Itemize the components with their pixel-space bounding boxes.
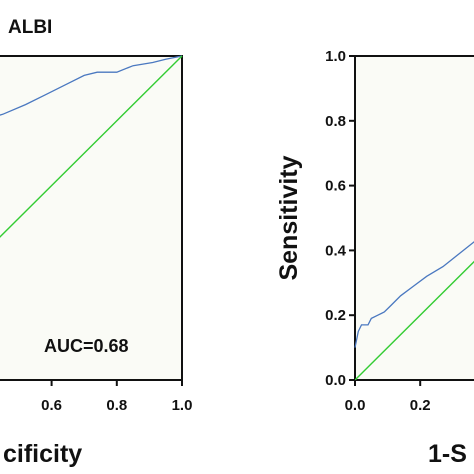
y-tick-label: 0.0 (325, 372, 346, 389)
x-tick-label: 1.0 (172, 397, 193, 414)
roc-panel-albi: ALBI AUC=0.68 0.6 0.8 1.0 cificity (0, 17, 192, 468)
y-tick-label: 0.2 (325, 307, 346, 324)
y-tick-label: 0.8 (325, 113, 346, 130)
y-tick-label: 0.6 (325, 178, 346, 195)
auc-annotation: AUC=0.68 (44, 336, 129, 356)
y-axis-title: Sensitivity (275, 155, 303, 280)
reference-diagonal (354, 260, 474, 381)
x-tick-label: 0.0 (345, 397, 366, 414)
x-tick-label: 0.6 (41, 397, 62, 414)
plot-area (354, 55, 474, 381)
roc-curve (0, 55, 183, 116)
x-axis-title: cificity (3, 440, 82, 468)
y-tick-label: 1.0 (325, 48, 346, 65)
y-tick-label: 0.4 (325, 242, 347, 259)
roc-panel-right: 0.0 0.2 0.4 0.6 0.8 1.0 0.0 0.2 Sensitivity 1-… (275, 48, 474, 468)
reference-diagonal (0, 55, 183, 238)
x-tick-label: 0.2 (410, 397, 431, 414)
x-axis-title: 1-S (428, 440, 467, 468)
panel-title: ALBI (8, 17, 52, 38)
plot-area (0, 55, 183, 381)
roc-curve (354, 241, 474, 348)
x-tick-label: 0.8 (106, 397, 127, 414)
